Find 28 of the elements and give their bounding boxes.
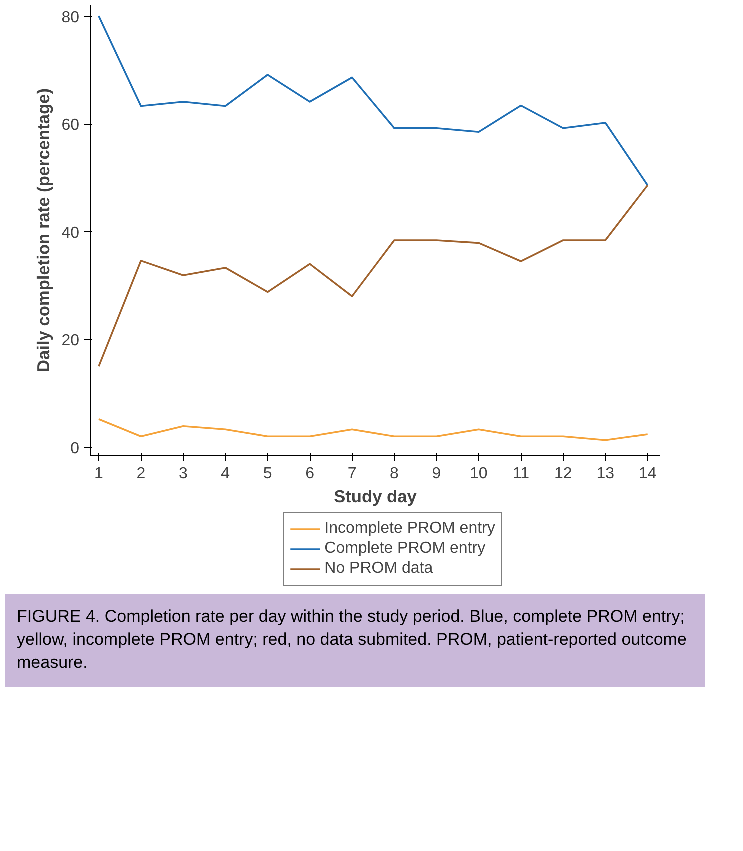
line-series (98, 15, 649, 186)
y-tick-label: 60 (62, 117, 80, 134)
line-series (98, 184, 649, 368)
x-tick-label: 1 (94, 466, 104, 482)
legend-label: No PROM data (324, 560, 434, 578)
x-tick-label: 12 (554, 466, 572, 482)
y-tick-label: 20 (62, 332, 80, 350)
x-tick-label: 4 (221, 466, 230, 482)
y-axis-title: Daily completion rate (percentage) (34, 88, 54, 373)
x-tick-label: 10 (470, 466, 488, 482)
legend-label: Incomplete PROM entry (324, 520, 496, 538)
x-tick-label: 9 (432, 466, 442, 482)
line-series (98, 418, 649, 442)
y-tick-label: 80 (62, 9, 80, 26)
x-tick-label: 7 (348, 466, 357, 482)
y-tick-label: 0 (70, 440, 80, 458)
x-tick-label: 11 (512, 466, 530, 482)
x-tick-label: 13 (596, 466, 615, 482)
x-tick-label: 8 (390, 466, 400, 482)
caption: FIGURE 4. Completion rate per day within the study period. Blue, complete PROM entry; yellow, incomplete PROM entry; red, no data submited. PROM, patient-reported outcome measure. (17, 606, 688, 674)
y-tick-label: 40 (62, 224, 80, 242)
x-tick-label: 6 (306, 466, 315, 482)
x-tick-label: 14 (638, 466, 657, 482)
x-tick-label: 5 (263, 466, 272, 482)
x-tick-label: 2 (136, 466, 146, 482)
x-axis-title: Study day (334, 486, 418, 506)
legend-label: Complete PROM entry (324, 540, 486, 558)
x-tick-label: 3 (178, 466, 188, 482)
